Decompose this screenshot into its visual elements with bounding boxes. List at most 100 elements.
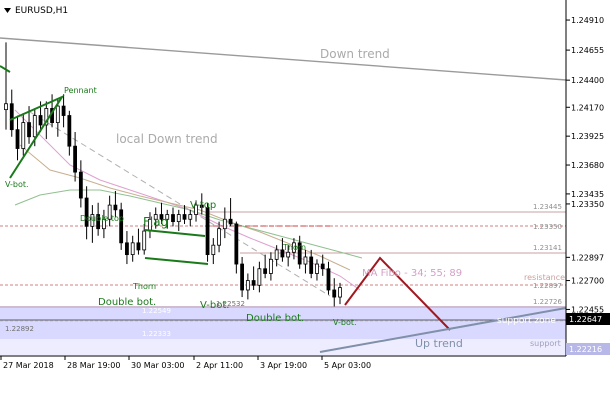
candle-body	[228, 218, 233, 225]
current-price-marker	[566, 313, 610, 325]
candle-body	[211, 244, 216, 256]
price-axis-bg	[566, 0, 610, 400]
candle-body	[107, 204, 112, 220]
candle-body	[240, 263, 245, 291]
candle-body	[38, 115, 43, 126]
label-double-top: Double top	[80, 214, 124, 223]
level-label-122892: 1.22892	[5, 325, 34, 333]
candle-body	[286, 251, 291, 258]
label-down-trend: Down trend	[320, 47, 390, 61]
candle-body	[320, 263, 325, 270]
y-tick-label: 1.22455	[571, 305, 604, 314]
candle-body	[32, 115, 37, 138]
candle-body	[326, 268, 331, 291]
candle-body	[217, 228, 221, 246]
label-double-bot-2: Double bot.	[246, 313, 304, 324]
candle-body	[280, 249, 285, 258]
candle-body	[268, 258, 273, 274]
candle-body	[67, 115, 72, 147]
triangle-down-icon[interactable]	[4, 8, 11, 13]
y-tick-label: 1.24655	[571, 46, 604, 55]
candle-body	[263, 268, 268, 274]
pennant-shape	[9, 94, 65, 179]
level-label-122549: 1.22549	[142, 307, 171, 315]
support-zone-band	[0, 306, 566, 339]
candle-body	[21, 122, 26, 149]
label-support-zone: support zone	[497, 316, 556, 326]
candle-body	[84, 197, 89, 227]
candle-body	[159, 214, 164, 220]
level-label-123141: 1.23141	[533, 244, 562, 252]
x-tick-label: 2 Apr 11:00	[196, 361, 243, 370]
y-tick-label: 1.22700	[571, 277, 604, 286]
candle-body	[90, 214, 95, 227]
x-tick-label: 5 Apr 03:00	[324, 361, 371, 370]
candle-body	[257, 268, 262, 286]
x-tick-label: 30 Mar 03:00	[131, 361, 184, 370]
label-v-bot-mid: V-bot.	[200, 300, 229, 311]
local-down-trend-line	[29, 111, 331, 297]
chart-title: EURUSD,H1	[15, 6, 68, 16]
candle-body	[61, 105, 66, 116]
bottom-price-marker	[566, 343, 610, 355]
y-tick-label: 1.24400	[571, 76, 604, 85]
label-resistance: resistance	[524, 273, 565, 282]
candle-body	[205, 207, 210, 256]
y-tick-label: 1.24170	[571, 103, 604, 112]
candle-body	[4, 103, 8, 111]
candle-body	[315, 263, 319, 274]
candle-body	[194, 204, 198, 215]
level-label-122333: 1.22333	[142, 330, 171, 338]
level-label-123445: 1.23445	[533, 203, 562, 211]
ma-89-line	[14, 189, 363, 259]
candle-body	[119, 209, 124, 244]
x-axis-group: 27 Mar 2018 28 Mar 19:00 30 Mar 03:00 2 Apr…	[0, 356, 371, 370]
candles-group	[4, 42, 342, 307]
bottom-price-label: 1.22216	[569, 345, 602, 354]
candle-body	[251, 280, 256, 286]
label-v-top: V-top	[190, 200, 216, 211]
candle-body	[234, 223, 239, 265]
x-tick-label: 3 Apr 19:00	[260, 361, 307, 370]
y-tick-label: 1.23435	[571, 190, 604, 199]
label-ma-fibo: MA Fibo - 34; 55; 89	[362, 268, 462, 279]
up-trend-line	[319, 307, 567, 353]
candle-body	[338, 287, 342, 298]
candle-body	[113, 204, 118, 211]
candle-body	[245, 280, 250, 291]
candle-body	[96, 214, 101, 230]
y-tick-label: 1.23680	[571, 161, 604, 170]
candle-body	[153, 214, 158, 220]
candle-body	[303, 256, 308, 265]
candle-body	[142, 230, 147, 251]
down-trend-line	[0, 37, 567, 81]
candle-body	[274, 249, 279, 260]
candle-body	[182, 214, 187, 220]
candle-body	[171, 214, 175, 223]
candle-body	[130, 242, 135, 256]
level-label-122897: 1.22897	[533, 282, 562, 290]
y-axis-group: 1.24910 1.24655 1.24400 1.24170 1.23925 1.236…	[566, 16, 604, 314]
candle-body	[27, 122, 31, 138]
candle-body	[292, 242, 296, 253]
candle-body	[176, 214, 181, 223]
candle-body	[125, 242, 129, 256]
candle-body	[188, 214, 193, 220]
y-tick-label: 1.23350	[571, 200, 604, 209]
y-tick-label: 1.22897	[571, 253, 604, 262]
current-price-label: 1.22647	[569, 315, 602, 324]
x-tick-label: 27 Mar 2018	[3, 361, 54, 370]
flag-top-line	[144, 229, 206, 237]
label-flag: Flag	[143, 215, 168, 229]
forecast-path	[344, 256, 451, 331]
y-tick-label: 1.24910	[571, 16, 604, 25]
pennant-arrow	[0, 65, 11, 73]
candle-body	[15, 129, 20, 149]
candle-body	[136, 242, 141, 251]
x-tick-label: 28 Mar 19:00	[67, 361, 120, 370]
candle-body	[9, 103, 14, 131]
candle-body	[44, 108, 49, 126]
label-double-bot-1: Double bot.	[98, 297, 156, 308]
candle-body	[73, 145, 78, 173]
